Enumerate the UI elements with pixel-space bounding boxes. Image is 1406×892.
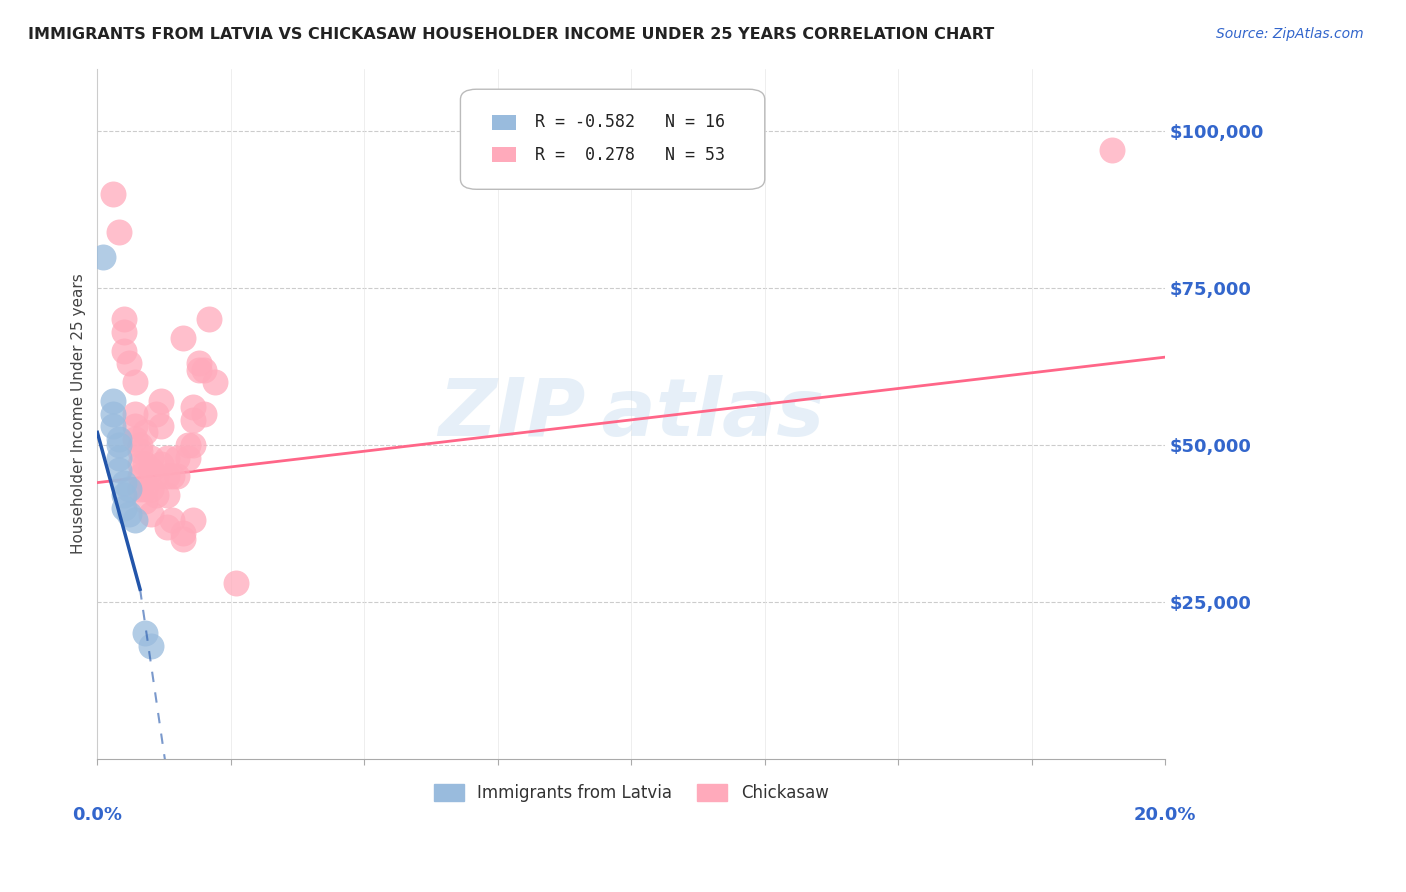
Point: [91, 250, 114, 264]
Point: [124, 407, 146, 421]
Legend: Immigrants from Latvia, Chickasaw: Immigrants from Latvia, Chickasaw: [427, 778, 835, 809]
Point: [107, 225, 129, 239]
Point: [134, 457, 156, 471]
Point: [183, 438, 205, 452]
Point: [139, 639, 162, 653]
Point: [129, 482, 152, 496]
Point: [139, 450, 162, 465]
Point: [118, 356, 141, 370]
Point: [139, 482, 162, 496]
Point: [112, 488, 135, 502]
Point: [134, 482, 156, 496]
Point: [145, 488, 167, 502]
Point: [134, 494, 156, 508]
Point: [183, 513, 205, 527]
Point: [166, 450, 188, 465]
Point: [103, 407, 125, 421]
Text: 20.0%: 20.0%: [1135, 805, 1197, 823]
Point: [1101, 143, 1123, 157]
Point: [160, 469, 183, 483]
Point: [193, 362, 215, 376]
Point: [107, 450, 129, 465]
Point: [124, 513, 146, 527]
Point: [150, 394, 173, 409]
Point: [124, 419, 146, 434]
Point: [183, 413, 205, 427]
Point: [198, 312, 221, 326]
Point: [112, 500, 135, 515]
Point: [166, 469, 188, 483]
Point: [172, 331, 194, 345]
Point: [183, 401, 205, 415]
Point: [107, 432, 129, 446]
Point: [103, 419, 125, 434]
FancyBboxPatch shape: [492, 147, 516, 162]
Point: [193, 407, 215, 421]
Point: [112, 475, 135, 490]
FancyBboxPatch shape: [460, 89, 765, 189]
Point: [134, 425, 156, 440]
Point: [177, 450, 200, 465]
Point: [187, 362, 209, 376]
Point: [103, 186, 125, 201]
Point: [118, 482, 141, 496]
Point: [134, 626, 156, 640]
Text: ZIP atlas: ZIP atlas: [439, 375, 824, 452]
Text: Source: ZipAtlas.com: Source: ZipAtlas.com: [1216, 27, 1364, 41]
Text: IMMIGRANTS FROM LATVIA VS CHICKASAW HOUSEHOLDER INCOME UNDER 25 YEARS CORRELATIO: IMMIGRANTS FROM LATVIA VS CHICKASAW HOUS…: [28, 27, 994, 42]
Text: R =  0.278   N = 53: R = 0.278 N = 53: [536, 145, 725, 164]
Point: [107, 463, 129, 477]
Point: [172, 532, 194, 546]
Y-axis label: Householder Income Under 25 years: Householder Income Under 25 years: [72, 273, 86, 554]
Text: R = -0.582   N = 16: R = -0.582 N = 16: [536, 113, 725, 131]
Point: [225, 576, 247, 591]
Point: [204, 375, 226, 389]
Point: [103, 394, 125, 409]
FancyBboxPatch shape: [492, 115, 516, 130]
Point: [129, 469, 152, 483]
Point: [129, 444, 152, 458]
Point: [172, 525, 194, 540]
Point: [124, 432, 146, 446]
Point: [150, 457, 173, 471]
Point: [187, 356, 209, 370]
Point: [177, 438, 200, 452]
Point: [156, 469, 179, 483]
Point: [112, 325, 135, 339]
Point: [112, 343, 135, 358]
Point: [139, 463, 162, 477]
Point: [145, 407, 167, 421]
Point: [129, 457, 152, 471]
Point: [156, 450, 179, 465]
Text: 0.0%: 0.0%: [72, 805, 122, 823]
Point: [156, 488, 179, 502]
Point: [129, 438, 152, 452]
Point: [160, 513, 183, 527]
Point: [124, 375, 146, 389]
Point: [118, 507, 141, 521]
Point: [145, 469, 167, 483]
Point: [112, 312, 135, 326]
Point: [107, 438, 129, 452]
Point: [139, 507, 162, 521]
Point: [156, 519, 179, 533]
Point: [150, 419, 173, 434]
